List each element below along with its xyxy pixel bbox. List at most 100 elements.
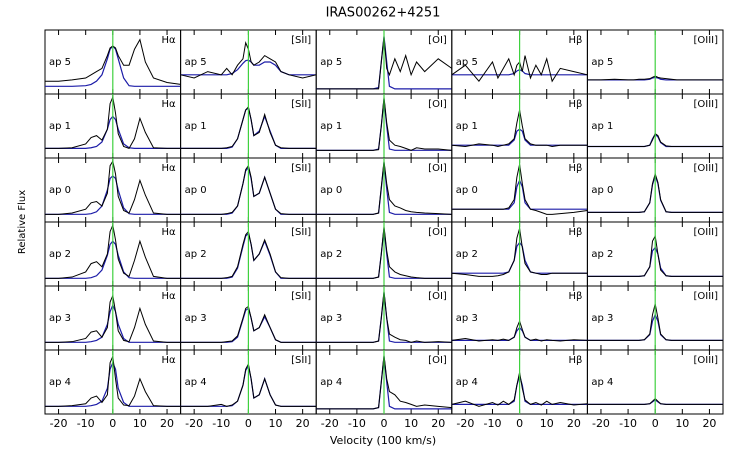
x-tick-label: 0 xyxy=(109,417,116,430)
line-label: Hβ xyxy=(568,99,582,110)
aperture-label: ap 0 xyxy=(591,185,613,196)
x-tick-label: -10 xyxy=(212,417,230,430)
aperture-label: ap 3 xyxy=(320,313,342,324)
fit-line xyxy=(45,175,181,215)
aperture-label: ap 2 xyxy=(456,249,478,260)
aperture-label: ap 0 xyxy=(320,185,342,196)
spectrum-line xyxy=(451,55,588,83)
x-tick-label: 10 xyxy=(675,417,689,430)
spectrum-line xyxy=(587,234,723,277)
x-tick-label: -20 xyxy=(185,417,203,430)
x-tick-label: 10 xyxy=(269,417,283,430)
aperture-label: ap 4 xyxy=(185,377,207,388)
line-label: [OI] xyxy=(428,291,447,302)
y-axis-label: Relative Flux xyxy=(17,190,28,254)
spectrum-line xyxy=(45,95,181,150)
x-tick-label: 10 xyxy=(404,417,418,430)
aperture-label: ap 3 xyxy=(49,313,71,324)
spectrum-line xyxy=(180,41,317,79)
spectrum-line xyxy=(180,164,317,215)
x-tick-label: 10 xyxy=(540,417,554,430)
x-tick-label: -10 xyxy=(619,417,637,430)
line-label: [OIII] xyxy=(693,355,718,366)
line-label: [OI] xyxy=(428,99,447,110)
spectrum-line xyxy=(316,291,452,343)
spectrum-line xyxy=(45,354,181,407)
spectrum-line xyxy=(587,303,723,341)
aperture-label: ap 3 xyxy=(456,313,478,324)
aperture-label: ap 5 xyxy=(320,57,342,68)
spectrum-line xyxy=(316,97,452,151)
aperture-label: ap 3 xyxy=(185,313,207,324)
x-tick-label: -10 xyxy=(77,417,95,430)
aperture-label: ap 0 xyxy=(49,185,71,196)
line-label: [OIII] xyxy=(693,163,718,174)
aperture-label: ap 1 xyxy=(456,121,478,132)
spectrum-line xyxy=(451,319,588,342)
spectrum-line xyxy=(45,159,181,215)
aperture-label: ap 2 xyxy=(320,249,342,260)
aperture-label: ap 2 xyxy=(185,249,207,260)
x-tick-label: 20 xyxy=(431,417,445,430)
aperture-label: ap 1 xyxy=(591,121,613,132)
fit-line xyxy=(45,45,181,87)
spectrum-line xyxy=(451,372,588,407)
spectrum-line xyxy=(45,223,181,279)
aperture-label: ap 0 xyxy=(185,185,207,196)
line-label: [SII] xyxy=(291,99,311,110)
aperture-label: ap 4 xyxy=(456,377,478,388)
aperture-label: ap 4 xyxy=(591,377,613,388)
line-label: [SII] xyxy=(291,355,311,366)
line-label: [OI] xyxy=(428,227,447,238)
line-label: Hβ xyxy=(568,163,582,174)
spectrum-line xyxy=(451,109,588,147)
line-label: [OIII] xyxy=(693,227,718,238)
x-tick-label: -20 xyxy=(50,417,68,430)
line-label: [SII] xyxy=(291,35,311,46)
fit-line xyxy=(45,115,181,149)
spectrum-line xyxy=(45,293,181,343)
line-label: Hβ xyxy=(568,291,582,302)
aperture-label: ap 4 xyxy=(320,377,342,388)
line-label: Hα xyxy=(161,355,176,366)
spectrum-line xyxy=(180,362,317,407)
line-label: [SII] xyxy=(291,163,311,174)
line-label: [OIII] xyxy=(693,35,718,46)
aperture-label: ap 1 xyxy=(185,121,207,132)
aperture-label: ap 5 xyxy=(185,57,207,68)
fit-line xyxy=(45,303,181,343)
x-tick-label: 10 xyxy=(133,417,147,430)
aperture-label: ap 3 xyxy=(591,313,613,324)
line-label: [OI] xyxy=(428,355,447,366)
x-tick-label: 0 xyxy=(381,417,388,430)
line-label: [SII] xyxy=(291,291,311,302)
aperture-label: ap 5 xyxy=(456,57,478,68)
line-label: Hβ xyxy=(568,355,582,366)
x-tick-label: -10 xyxy=(483,417,501,430)
line-label: Hα xyxy=(161,35,176,46)
spectrum-line xyxy=(45,38,181,85)
x-axis-label: Velocity (100 km/s) xyxy=(330,434,436,447)
aperture-label: ap 0 xyxy=(456,185,478,196)
aperture-label: ap 5 xyxy=(591,57,613,68)
spectrum-line xyxy=(180,230,317,279)
x-tick-label: 20 xyxy=(567,417,581,430)
chart-title: IRAS00262+4251 xyxy=(326,6,441,21)
x-tick-label: 0 xyxy=(652,417,659,430)
x-tick-label: 20 xyxy=(160,417,174,430)
spectrum-line xyxy=(451,164,588,215)
aperture-label: ap 1 xyxy=(320,121,342,132)
x-tick-label: -20 xyxy=(592,417,610,430)
line-label: Hα xyxy=(161,163,176,174)
spectrum-line xyxy=(587,132,723,147)
spectrum-line xyxy=(587,75,723,81)
spectrum-line xyxy=(316,36,453,90)
line-label: [OI] xyxy=(428,35,447,46)
line-label: [SII] xyxy=(291,227,311,238)
line-label: [OIII] xyxy=(693,291,718,302)
spectrum-line xyxy=(180,305,317,343)
x-tick-label: 20 xyxy=(702,417,716,430)
spectrum-line xyxy=(316,355,452,410)
